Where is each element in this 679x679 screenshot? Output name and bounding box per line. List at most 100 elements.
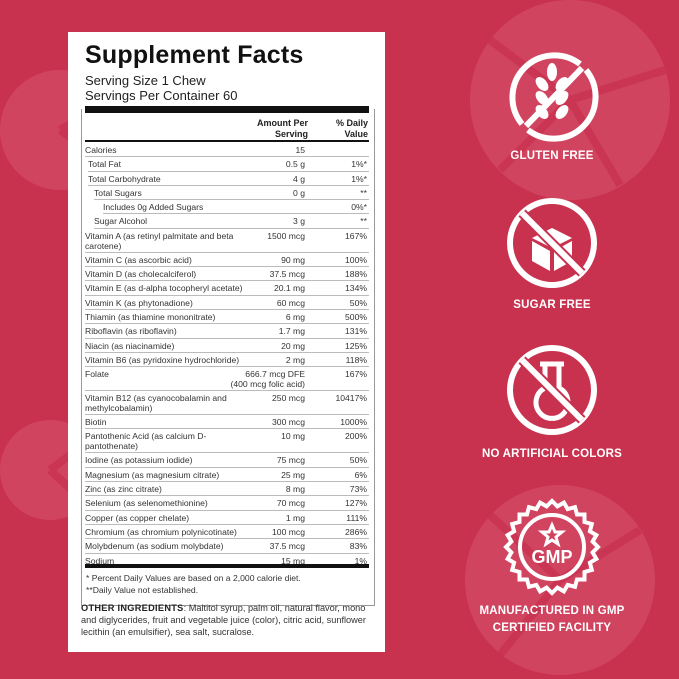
nutrient-daily-value: 10417% — [335, 393, 367, 404]
nutrient-daily-value: 1%* — [351, 159, 367, 170]
nutrient-row: Vitamin B12 (as cyanocobalamin and methy… — [85, 391, 369, 416]
nutrient-row: Vitamin K (as phytonadione) 60 mcg 50% — [85, 296, 369, 310]
nutrient-name: Selenium (as selenomethionine) — [85, 498, 208, 509]
nutrient-row: Biotin 300 mcg 1000% — [85, 415, 369, 430]
badge-label: MANUFACTURED IN GMP CERTIFIED FACILITY — [479, 605, 625, 634]
nutrient-name: Total Carbohydrate — [88, 173, 161, 184]
nutrient-name: Vitamin C (as ascorbic acid) — [85, 254, 192, 265]
nutrient-amount: 100 mcg — [272, 526, 305, 537]
nutrient-name: Magnesium (as magnesium citrate) — [85, 469, 220, 480]
nutrient-row: Calories 15 — [85, 143, 369, 158]
gmp-seal-icon: GMP — [503, 498, 601, 596]
nutrient-name: Vitamin B6 (as pyridoxine hydrochloride) — [85, 354, 240, 365]
nutrient-daily-value: 83% — [349, 541, 367, 552]
nutrient-name: Riboflavin (as riboflavin) — [85, 326, 177, 337]
nutrient-amount: 20 mg — [281, 340, 305, 351]
nutrient-daily-value: 500% — [345, 311, 367, 322]
nutrient-amount: 250 mcg — [272, 393, 305, 404]
nutrient-row: Vitamin C (as ascorbic acid) 90 mg 100% — [85, 253, 369, 268]
nutrient-amount: 10 mg — [281, 431, 305, 442]
nutrient-amount: 70 mcg — [276, 498, 305, 509]
nutrient-name: Includes 0g Added Sugars — [103, 202, 204, 213]
badge-gmp: GMP MANUFACTURED IN GMP CERTIFIED FACILI… — [452, 497, 652, 637]
nutrient-row: Vitamin D (as cholecalciferol) 37.5 mcg 18… — [85, 267, 369, 282]
nutrient-amount: 8 mg — [285, 484, 305, 495]
nutrient-name: Niacin (as niacinamide) — [85, 340, 175, 351]
nutrient-amount: 0 g — [293, 187, 305, 198]
nutrient-daily-value: 118% — [345, 354, 367, 365]
nutrient-amount: 6 mg — [285, 311, 305, 322]
facts-title: Supplement Facts — [85, 41, 304, 69]
nutrient-amount: 20.1 mg — [273, 283, 305, 294]
nutrient-daily-value: 1% — [354, 555, 367, 566]
bottom-divider — [85, 564, 369, 568]
nutrient-daily-value: 134% — [345, 283, 367, 294]
servings-per-container: Servings Per Container 60 — [85, 88, 238, 103]
nutrient-row: Total Fat 0.5 g 1%* — [88, 157, 369, 172]
nutrient-row: Total Sugars 0 g ** — [94, 186, 369, 201]
nutrient-name: Vitamin D (as cholecalciferol) — [85, 269, 197, 280]
nutrient-daily-value: 111% — [346, 512, 367, 523]
nutrient-name: Zinc (as zinc citrate) — [85, 484, 162, 495]
nutrient-row: Vitamin B6 (as pyridoxine hydrochloride)… — [85, 353, 369, 368]
badge-gluten-free: GLUTEN FREE — [452, 46, 652, 165]
nutrient-daily-value: 100% — [345, 254, 367, 265]
nutrient-name: Sodium — [85, 555, 115, 566]
nutrient-daily-value: 73% — [349, 484, 367, 495]
nutrient-name: Vitamin K (as phytonadione) — [85, 297, 193, 308]
nutrient-amount: 1 mg — [285, 512, 305, 523]
nutrient-daily-value: 50% — [349, 455, 367, 466]
nutrient-amount: 90 mg — [281, 254, 305, 265]
nutrient-daily-value: 200% — [345, 431, 367, 442]
nutrient-daily-value: 167% — [345, 369, 367, 380]
nutrient-daily-value: ** — [360, 187, 367, 198]
nutrient-name: Folate — [85, 369, 109, 380]
nutrient-name: Pantothenic Acid (as calcium D-pantothen… — [85, 431, 207, 452]
other-ingredients-label: OTHER INGREDIENTS — [81, 603, 184, 613]
nutrient-daily-value: 1000% — [340, 417, 367, 428]
nutrient-row: Includes 0g Added Sugars 0%* — [103, 200, 369, 215]
nutrient-daily-value: 50% — [349, 297, 367, 308]
nutrient-amount: 15 mg — [281, 555, 305, 566]
daily-value-header: % Daily Value — [335, 118, 368, 139]
nutrient-amount: 1500 mcg — [267, 230, 305, 241]
nutrient-amount: 300 mcg — [272, 417, 305, 428]
nutrient-amount: 37.5 mcg — [269, 541, 305, 552]
nutrient-name: Total Fat — [88, 159, 121, 170]
nutrient-amount: 1.7 mg — [278, 326, 305, 337]
footnote-dv-not-established: **Daily Value not established. — [86, 585, 199, 595]
nutrient-amount: 15 — [295, 145, 305, 155]
nutrient-name: Calories — [85, 145, 117, 155]
no-flask-icon — [507, 345, 597, 435]
badge-label: NO ARTIFICIAL COLORS — [481, 448, 623, 460]
nutrient-amount: 4 g — [293, 173, 305, 184]
gmp-seal-text: GMP — [531, 547, 572, 567]
facts-table-border — [81, 109, 375, 606]
nutrient-row: Vitamin E (as d-alpha tocopheryl acetate… — [85, 281, 369, 296]
nutrient-row: Niacin (as niacinamide) 20 mg 125% — [85, 339, 369, 353]
nutrient-name: Molybdenum (as sodium molybdate) — [85, 541, 224, 552]
nutrient-amount: 3 g — [293, 216, 305, 227]
footnote-percent-dv: * Percent Daily Values are based on a 2,… — [86, 573, 301, 583]
nutrient-name: Copper (as copper chelate) — [85, 512, 190, 523]
nutrient-row: Chromium (as chromium polynicotinate) 100… — [85, 525, 369, 540]
nutrient-row: Zinc (as zinc citrate) 8 mg 73% — [85, 482, 369, 497]
nutrient-daily-value: 188% — [345, 269, 367, 280]
nutrient-row: Molybdenum (as sodium molybdate) 37.5 mcg… — [85, 539, 369, 554]
badge-label: SUGAR FREE — [513, 299, 591, 311]
nutrient-daily-value: ** — [360, 216, 367, 227]
nutrient-daily-value: 0%* — [351, 202, 367, 213]
badge-sugar-free: SUGAR FREE — [452, 193, 652, 314]
nutrient-name: Vitamin B12 (as cyanocobalamin and methy… — [85, 393, 227, 414]
nutrient-daily-value: 1%* — [351, 173, 367, 184]
nutrient-row: Total Carbohydrate 4 g 1%* — [88, 172, 369, 186]
nutrient-name: Thiamin (as thiamine mononitrate) — [85, 311, 216, 322]
no-sugar-cube-icon — [507, 198, 597, 288]
nutrient-name: Iodine (as potassium iodide) — [85, 455, 193, 466]
header-divider — [85, 140, 369, 142]
nutrient-row: Folate 666.7 mcg DFE (400 mcg folic acid)… — [85, 367, 369, 392]
nutrient-name: Vitamin E (as d-alpha tocopheryl acetate… — [85, 283, 243, 294]
no-wheat-icon — [509, 52, 599, 142]
nutrient-row: Riboflavin (as riboflavin) 1.7 mg 131% — [85, 324, 369, 339]
other-ingredients-text: : Maltitol syrup, palm oil, natural flav… — [81, 603, 366, 637]
